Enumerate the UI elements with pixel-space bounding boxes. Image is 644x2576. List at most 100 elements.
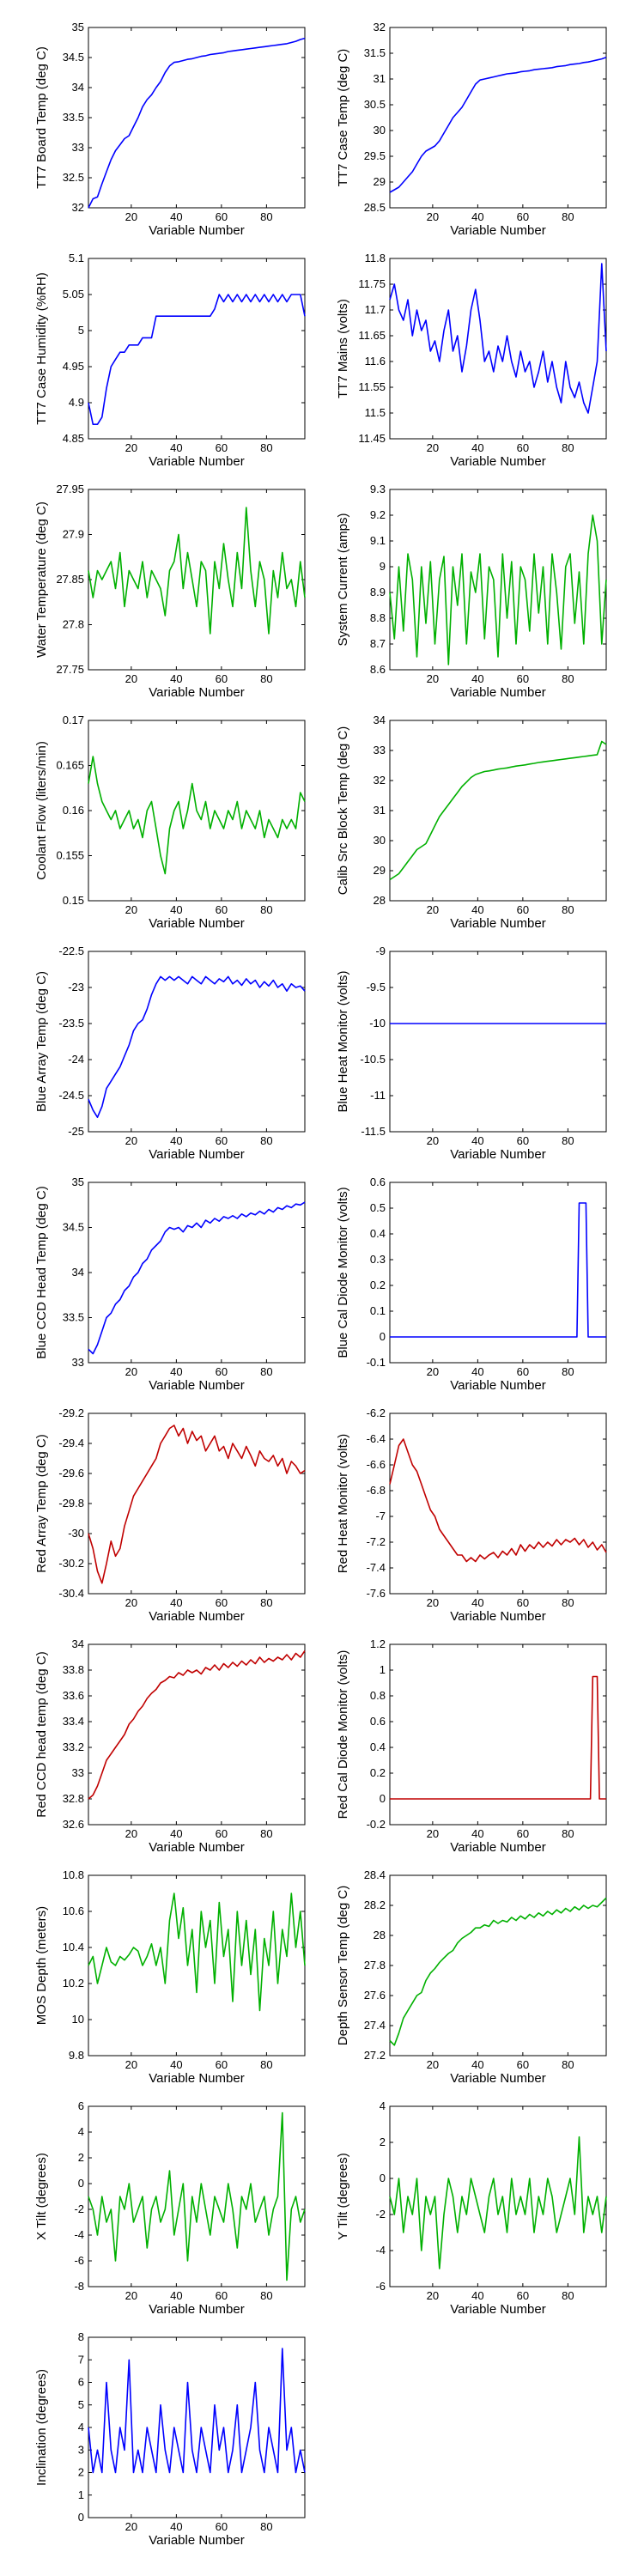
- x-axis-label: Variable Number: [149, 1840, 244, 1855]
- subplot: 20 40 60 80 -0.2 0 0.2 0.4 0.6 0.8 1 1.2 Variable Nu…: [336, 1637, 607, 1855]
- x-tick-label: 60: [216, 441, 228, 454]
- y-tick-label: 8.6: [370, 663, 386, 676]
- y-tick-label: 0.2: [370, 1279, 386, 1291]
- y-tick-label: -29.8: [58, 1497, 84, 1510]
- y-tick-label: 4: [78, 2125, 84, 2138]
- series-line: [389, 514, 607, 665]
- y-tick-label: 29: [374, 864, 386, 877]
- y-tick-label: -23.5: [58, 1017, 84, 1030]
- x-axis-label: Variable Number: [450, 1609, 545, 1624]
- series-line: [88, 37, 306, 209]
- y-tick-label: -30: [68, 1527, 84, 1540]
- axes-box: [389, 1874, 607, 2057]
- subplot: 20 40 60 80 -11.5 -11 -10.5 -10 -9.5 -9 Variable N…: [336, 945, 607, 1162]
- y-tick-label: 0.8: [370, 1689, 386, 1702]
- y-tick-label: 33: [72, 1766, 84, 1779]
- y-axis-label: TT7 Case Humidity (%RH): [34, 272, 49, 425]
- series-line: [389, 57, 607, 193]
- x-tick-label: 40: [471, 1365, 483, 1378]
- x-tick-label: 20: [427, 672, 439, 685]
- y-tick-label: 10: [72, 2013, 84, 2026]
- x-axis-label: Variable Number: [450, 916, 545, 931]
- y-tick-label: 9.2: [370, 508, 386, 521]
- y-axis-label: Red Cal Diode Monitor (volts): [336, 1650, 350, 1820]
- y-axis-label: Coolant Flow (liters/min): [34, 741, 49, 880]
- y-tick-label: -7.6: [367, 1587, 386, 1600]
- series-line: [389, 740, 607, 881]
- x-tick-label: 20: [125, 672, 137, 685]
- subplot: 20 40 60 80 -7.6 -7.4 -7.2 -7 -6.8 -6.6 -6.4 -6.2 Va…: [336, 1406, 607, 1624]
- y-tick-label: 33.5: [63, 111, 84, 124]
- x-tick-label: 40: [170, 672, 182, 685]
- x-tick-label: 20: [125, 1827, 137, 1840]
- y-tick-label: 9: [380, 560, 386, 573]
- subplot: 20 40 60 80 -30.4 -30.2 -30 -29.8 -29.6 -29.4 -29.…: [34, 1406, 306, 1624]
- y-tick-label: 0.15: [63, 894, 84, 907]
- y-tick-label: -4: [375, 2244, 386, 2257]
- y-tick-label: 32: [72, 201, 84, 214]
- y-axis-label: Blue Array Temp (deg C): [34, 971, 49, 1112]
- y-axis-label: Blue Heat Monitor (volts): [336, 970, 350, 1112]
- y-tick-label: 27.95: [56, 483, 84, 495]
- x-tick-label: 60: [216, 2058, 228, 2071]
- x-axis-label: Variable Number: [450, 454, 545, 469]
- y-tick-label: -6.6: [367, 1458, 386, 1471]
- y-tick-label: 33.6: [63, 1689, 84, 1702]
- y-tick-label: -8: [74, 2280, 84, 2293]
- y-tick-label: 33.8: [63, 1663, 84, 1676]
- subplot: 20 40 60 80 0 1 2 3 4 5 6 7 8 Variable Number Inclinat…: [34, 2330, 306, 2548]
- y-axis-label: Calib Src Block Temp (deg C): [336, 726, 350, 895]
- x-tick-label: 60: [216, 1827, 228, 1840]
- y-tick-label: 30.5: [364, 98, 386, 111]
- x-tick-label: 60: [216, 672, 228, 685]
- axes-box: [88, 27, 306, 209]
- y-tick-label: 0.155: [56, 849, 84, 862]
- x-tick-label: 80: [562, 2058, 574, 2071]
- x-tick-label: 40: [170, 2520, 182, 2533]
- y-tick-label: 5: [78, 324, 84, 337]
- y-tick-label: -11: [370, 1089, 386, 1102]
- y-tick-label: 33: [72, 1356, 84, 1369]
- x-tick-label: 20: [427, 1365, 439, 1378]
- y-tick-label: -29.4: [58, 1437, 84, 1449]
- x-tick-label: 20: [125, 441, 137, 454]
- y-tick-label: 29.5: [364, 149, 386, 162]
- subplot: 20 40 60 80 27.2 27.4 27.6 27.8 28 28.2 28.4 Variab…: [336, 1868, 607, 2086]
- x-tick-label: 40: [471, 672, 483, 685]
- x-tick-label: 80: [260, 210, 272, 223]
- x-tick-label: 60: [517, 1596, 529, 1609]
- x-tick-label: 40: [471, 441, 483, 454]
- y-tick-label: -22.5: [58, 945, 84, 957]
- y-axis-label: TT7 Board Temp (deg C): [34, 46, 49, 189]
- x-tick-label: 20: [427, 1827, 439, 1840]
- axes-box: [88, 951, 306, 1133]
- subplot: 20 40 60 80 -6 -4 -2 0 2 4 Variable Number Y Tilt (…: [336, 2099, 607, 2317]
- x-axis-label: Variable Number: [450, 1147, 545, 1162]
- y-tick-label: 34: [374, 714, 386, 726]
- x-tick-label: 80: [260, 441, 272, 454]
- y-tick-label: -30.2: [58, 1557, 84, 1570]
- y-axis-label: Blue Cal Diode Monitor (volts): [336, 1187, 350, 1358]
- y-tick-label: 1.2: [370, 1637, 386, 1650]
- x-axis-label: Variable Number: [450, 1378, 545, 1393]
- y-tick-label: 27.8: [63, 618, 84, 631]
- y-tick-label: 4: [78, 2421, 84, 2433]
- x-tick-label: 80: [562, 903, 574, 916]
- y-tick-label: -10: [369, 1017, 386, 1030]
- y-tick-label: 31.5: [364, 46, 386, 59]
- y-axis-label: Water Temperature (deg C): [34, 501, 49, 658]
- x-tick-label: 20: [125, 2058, 137, 2071]
- x-tick-label: 60: [517, 2289, 529, 2302]
- y-tick-label: 32.6: [63, 1818, 84, 1831]
- y-tick-label: 28: [374, 894, 386, 907]
- x-axis-label: Variable Number: [149, 1378, 244, 1393]
- y-tick-label: -0.1: [367, 1356, 386, 1369]
- x-tick-label: 40: [471, 210, 483, 223]
- subplot: 20 40 60 80 0.15 0.155 0.16 0.165 0.17 Variable N…: [34, 714, 306, 931]
- x-tick-label: 40: [170, 903, 182, 916]
- y-tick-label: 0: [380, 1330, 386, 1343]
- y-tick-label: 27.6: [364, 1989, 386, 2002]
- y-tick-label: -25: [68, 1125, 84, 1138]
- series-line: [389, 1438, 607, 1563]
- y-axis-label: Red Array Temp (deg C): [34, 1434, 49, 1572]
